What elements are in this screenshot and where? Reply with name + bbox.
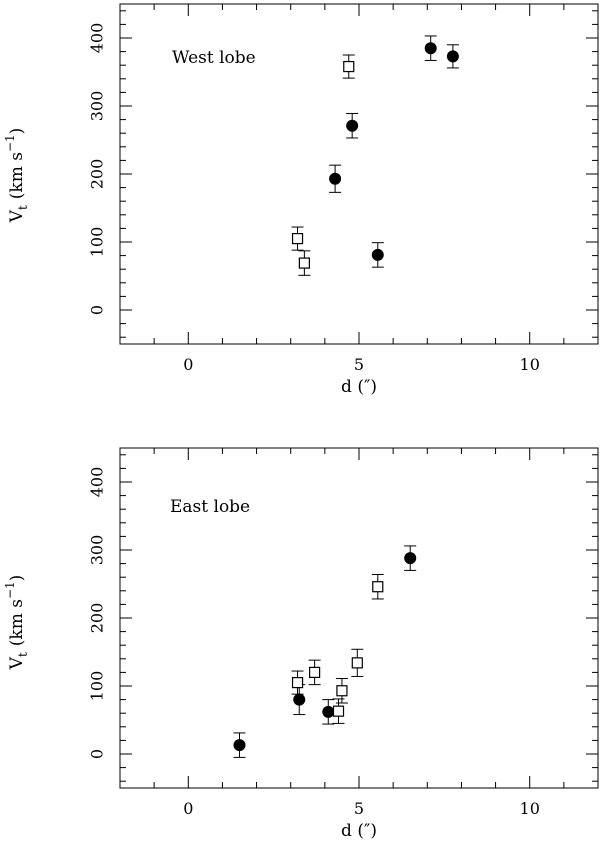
data-point (233, 732, 246, 758)
y-tick-label: 100 (88, 671, 107, 702)
y-tick-label: 300 (88, 91, 107, 122)
data-point (335, 678, 348, 704)
filled-circle-marker (404, 552, 417, 565)
open-square-marker (291, 233, 304, 245)
y-tick-label: 0 (88, 749, 107, 759)
data-point (308, 659, 321, 686)
filled-circle-marker (329, 172, 342, 185)
x-axis-label: d (″) (341, 821, 377, 841)
filled-circle-marker (293, 693, 306, 706)
open-square-marker (332, 705, 345, 717)
data-point (291, 670, 304, 695)
data-point (351, 648, 364, 677)
data-point (346, 112, 359, 139)
filled-circle-marker (371, 248, 384, 261)
data-point (371, 242, 384, 268)
x-tick-label: 5 (354, 799, 364, 818)
data-point (342, 54, 355, 79)
y-tick-label: 0 (88, 305, 107, 315)
data-point (446, 44, 459, 69)
x-axis-label: d (″) (341, 377, 377, 397)
data-point (371, 573, 384, 600)
data-point (322, 699, 335, 725)
data-point (329, 164, 342, 193)
x-tick-label: 10 (520, 799, 540, 818)
y-axis-label: Vt(km s−1) (3, 128, 30, 224)
filled-circle-marker (424, 42, 437, 55)
data-point (291, 226, 304, 251)
filled-circle-marker (322, 705, 335, 718)
x-tick-label: 5 (354, 355, 364, 374)
open-square-marker (336, 685, 348, 697)
y-tick-label: 400 (88, 467, 107, 498)
y-tick-label: 300 (88, 535, 107, 566)
filled-circle-marker (233, 739, 246, 752)
open-square-marker (291, 676, 304, 689)
filled-circle-marker (446, 50, 459, 63)
y-tick-label: 200 (88, 603, 107, 634)
panel-annotation: West lobe (172, 48, 256, 68)
x-tick-label: 0 (183, 799, 193, 818)
open-square-marker (351, 657, 363, 669)
y-tick-label: 400 (88, 23, 107, 54)
y-tick-label: 200 (88, 159, 107, 190)
open-square-marker (343, 60, 355, 73)
data-point (298, 250, 311, 276)
filled-circle-marker (346, 119, 359, 132)
y-axis-label: Vt(km s−1) (3, 575, 30, 671)
data-point (424, 35, 437, 61)
panel-annotation: East lobe (170, 497, 250, 517)
data-point (404, 545, 417, 571)
open-square-marker (309, 666, 321, 679)
open-square-marker (298, 257, 310, 269)
data-point (293, 684, 306, 716)
x-tick-label: 10 (520, 355, 540, 374)
open-square-marker (372, 581, 384, 593)
x-tick-label: 0 (183, 355, 193, 374)
y-tick-label: 100 (88, 227, 107, 258)
